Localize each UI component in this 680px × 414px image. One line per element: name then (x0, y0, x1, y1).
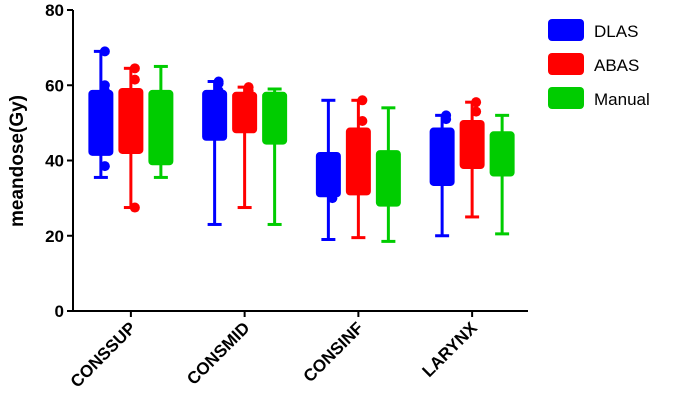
box-iqr (489, 131, 515, 177)
box-abas-conssup (118, 63, 144, 213)
outlier-point (357, 115, 368, 126)
legend-label-abas: ABAS (594, 56, 639, 75)
box-iqr (262, 91, 288, 145)
outlier-point (327, 161, 338, 172)
y-tick-label: 80 (45, 1, 64, 20)
y-tick-label: 40 (45, 152, 64, 171)
outlier-point (213, 127, 224, 138)
box-dlas-conssup (88, 46, 114, 179)
legend-swatch-manual (548, 87, 584, 109)
outlier-point (99, 85, 110, 96)
boxplots (88, 46, 515, 243)
outlier-point (129, 63, 140, 74)
y-tick-label: 20 (45, 227, 64, 246)
outlier-point (129, 202, 140, 213)
y-axis-title: meandose(Gy) (7, 95, 28, 227)
box-manual-conssup (148, 64, 174, 179)
outlier-point (441, 174, 452, 185)
box-manual-consinf (375, 106, 401, 243)
box-iqr (148, 89, 174, 166)
legend-label-dlas: DLAS (594, 22, 638, 41)
y-tick-label: 0 (55, 302, 64, 321)
box-abas-larynx (459, 97, 485, 219)
legend: DLAS ABAS Manual (548, 19, 650, 109)
box-manual-larynx (489, 113, 515, 236)
box-iqr (345, 127, 371, 196)
box-iqr (429, 127, 455, 186)
box-iqr (88, 89, 114, 156)
outlier-point (213, 78, 224, 89)
box-manual-consmid (262, 87, 288, 226)
outlier-point (441, 114, 452, 125)
x-category-label: CONSSUP (67, 318, 140, 391)
box-dlas-consinf (315, 98, 341, 242)
legend-label-manual: Manual (594, 90, 650, 109)
box-abas-consinf (345, 95, 371, 240)
outlier-point (327, 193, 338, 204)
outlier-point (243, 85, 254, 96)
x-category-label: CONSINF (300, 318, 368, 386)
legend-swatch-abas (548, 53, 584, 75)
outlier-point (471, 97, 482, 108)
legend-swatch-dlas (548, 19, 584, 41)
outlier-point (213, 85, 224, 96)
outlier-point (99, 46, 110, 57)
y-tick-label: 60 (45, 76, 64, 95)
outlier-point (471, 106, 482, 117)
x-category-label: LARYNX (419, 318, 482, 381)
axes: 0 20 40 60 80 CONSSUP CONSMID CONSINF LARYNX (45, 1, 528, 391)
box-dlas-larynx (429, 110, 455, 238)
outlier-point (357, 95, 368, 106)
outlier-point (99, 161, 110, 172)
outlier-point (129, 74, 140, 85)
box-dlas-consmid (202, 76, 228, 226)
box-iqr (118, 88, 144, 154)
box-abas-consmid (232, 82, 258, 210)
x-category-label: CONSMID (183, 318, 253, 388)
